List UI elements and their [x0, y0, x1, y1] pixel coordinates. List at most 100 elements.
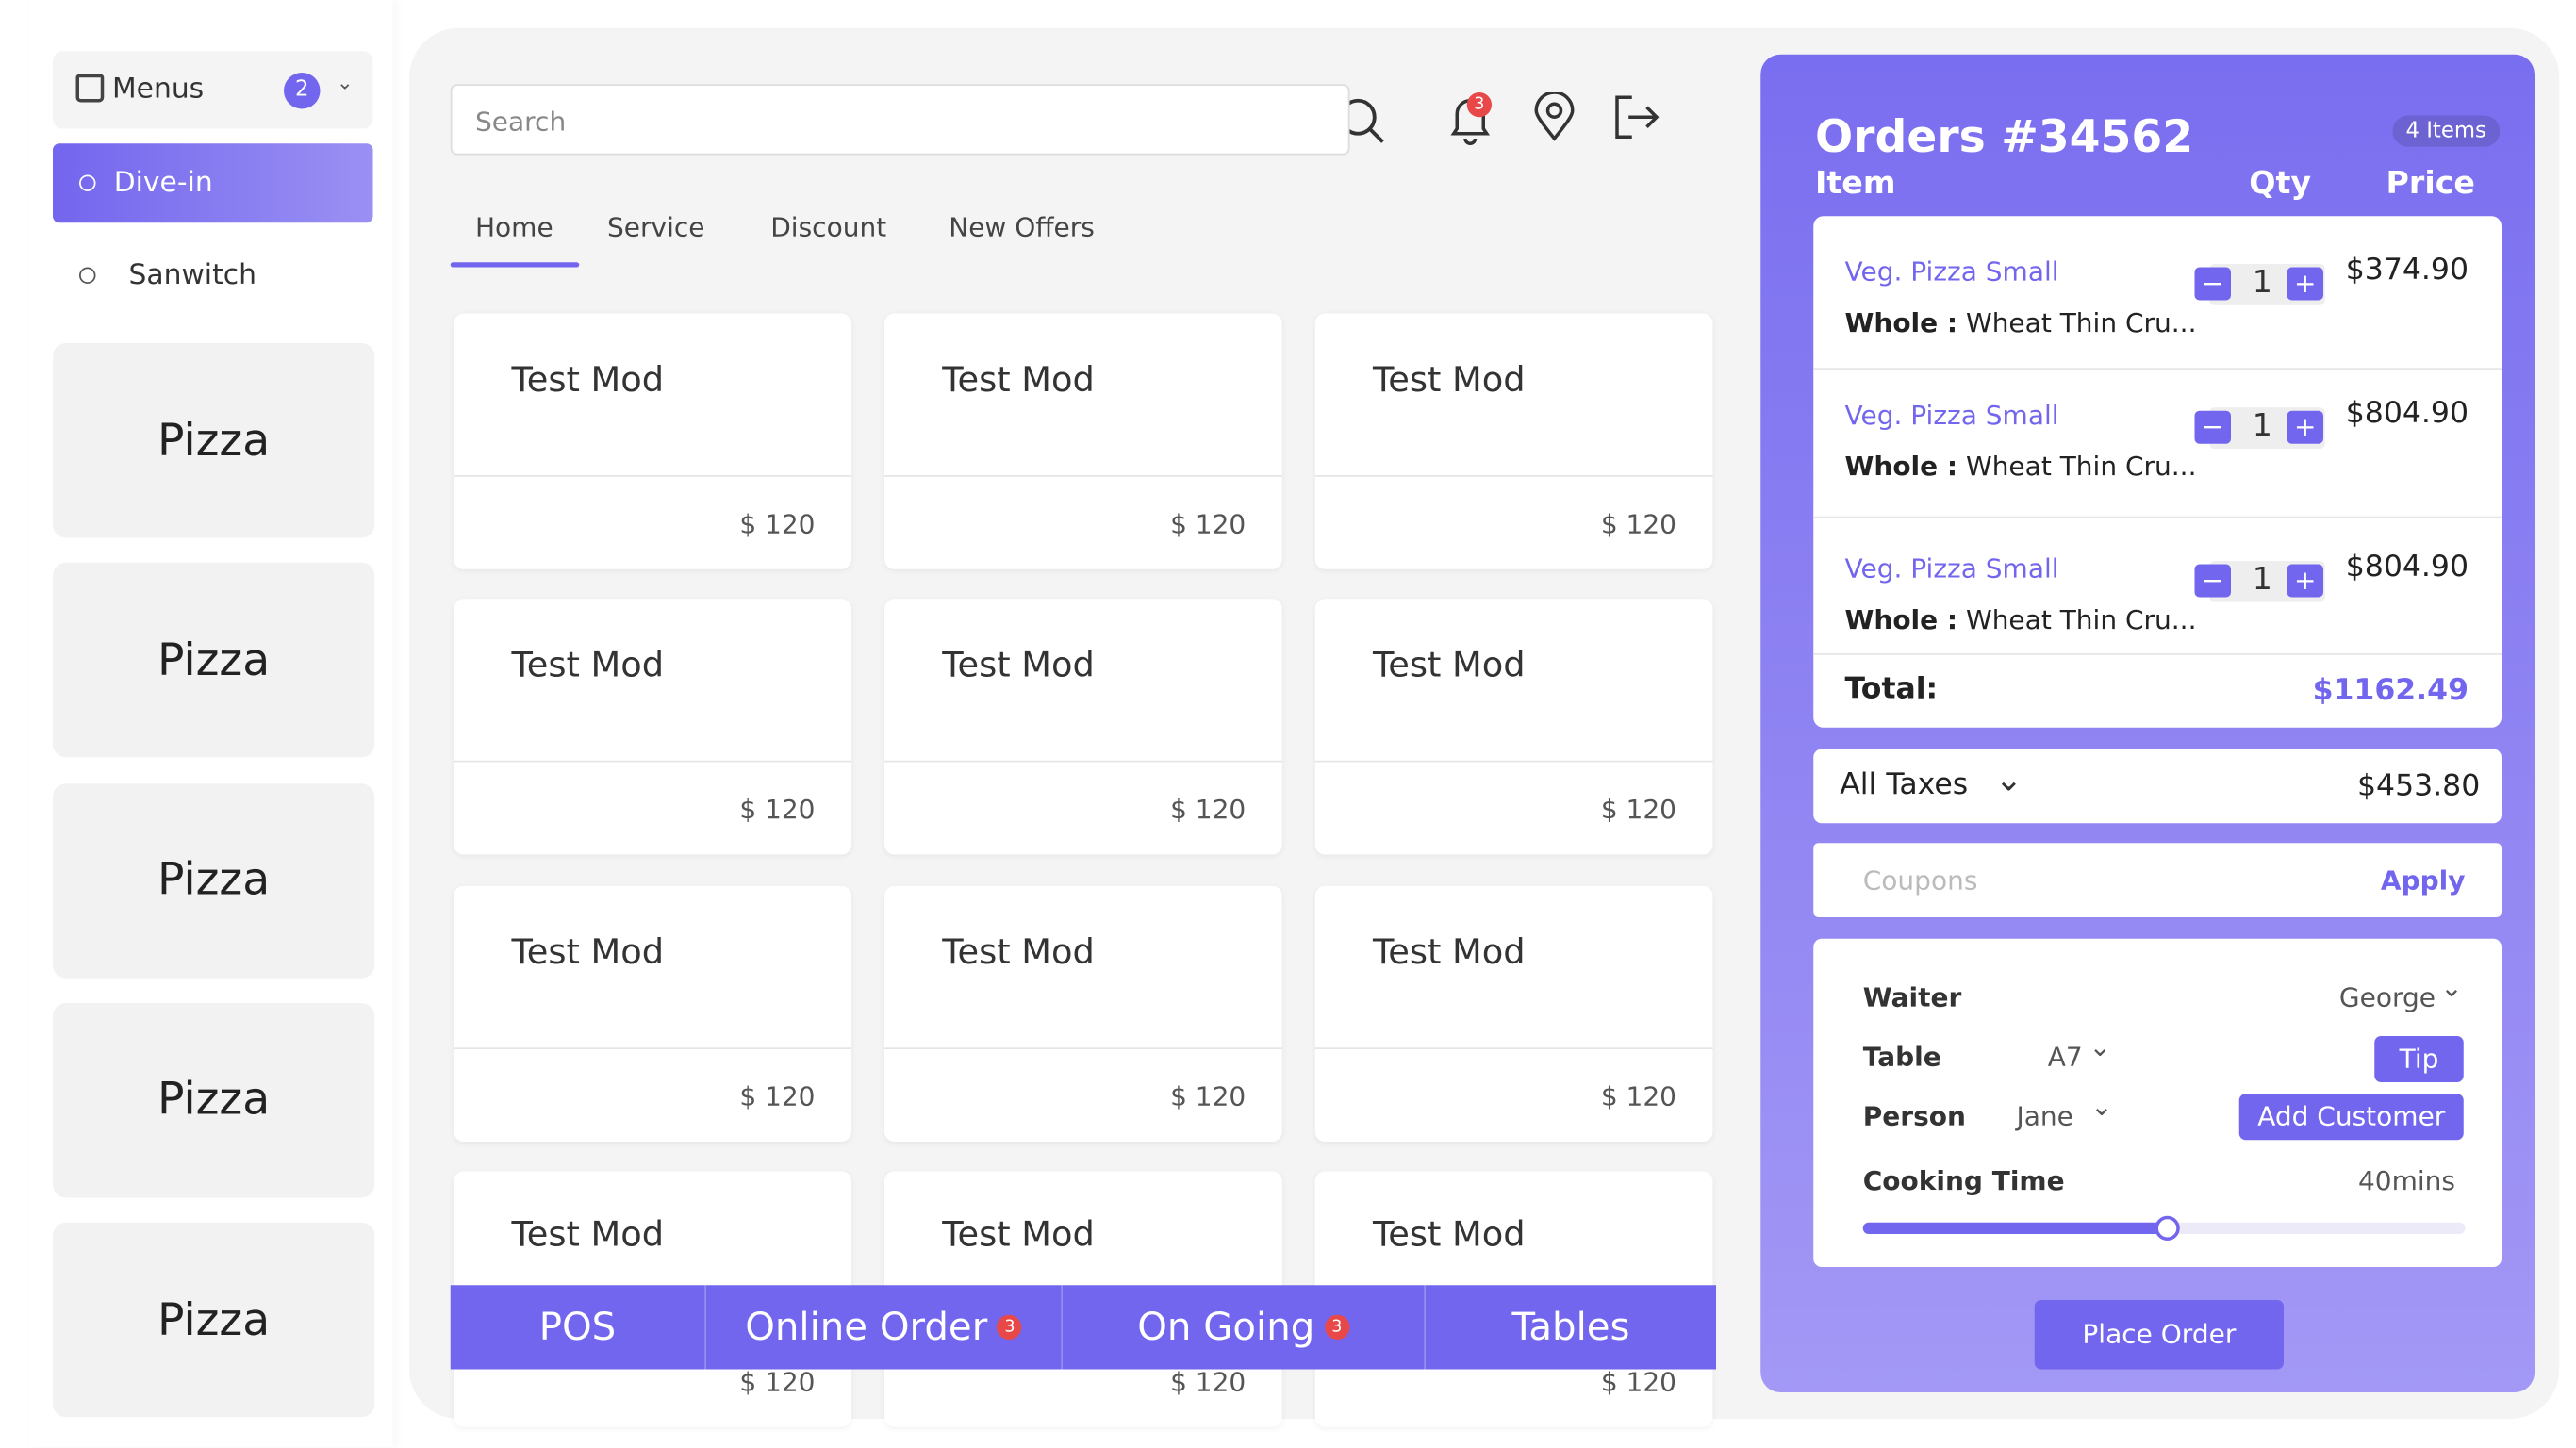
slider-thumb[interactable] [2155, 1215, 2180, 1241]
product-name: Test Mod [942, 359, 1095, 400]
product-price: $ 120 [739, 508, 816, 540]
details-card: Waiter George Table A7 Person Jane ⌄ ⌄ ⌄ Tip Add C… [1813, 938, 2502, 1267]
chevron: ⌄ [337, 71, 354, 94]
item-detail: Whole : Wheat Thin Cru... [1845, 451, 2197, 482]
product-card[interactable]: Test Mod $ 120 [454, 599, 851, 856]
nav-tab[interactable]: On Going 3 [1061, 1285, 1424, 1370]
nav-tab[interactable]: POS [451, 1285, 705, 1369]
product-card[interactable]: Test Mod $ 120 [454, 885, 851, 1142]
item-detail: Whole : Wheat Thin Cru... [1845, 604, 2197, 635]
category-card[interactable]: Pizza [53, 782, 375, 979]
qty-minus[interactable]: − [2194, 267, 2231, 301]
search-box[interactable]: Search [450, 84, 1350, 156]
order-panel: Orders #34562 4 Items Item Qty Price Veg. Piz… [1760, 54, 2535, 1392]
nav-badge: 3 [1324, 1314, 1350, 1340]
menu-item[interactable]: Dive-in [53, 143, 373, 223]
nav-badge: 3 [997, 1314, 1023, 1340]
nav-label: On Going [1137, 1306, 1315, 1349]
product-name: Test Mod [942, 1214, 1095, 1254]
divider [454, 761, 851, 764]
category-card[interactable]: Pizza [53, 563, 375, 758]
product-name: Test Mod [1373, 1214, 1526, 1254]
nav-label: Online Order [745, 1306, 988, 1349]
product-card[interactable]: Test Mod [884, 1171, 1282, 1304]
apply-button[interactable]: Apply [2380, 864, 2466, 897]
tab[interactable]: Home [475, 211, 553, 243]
taxes-box[interactable]: All Taxes ⌄ $453.80 [1813, 749, 2502, 824]
waiter[interactable]: George [2338, 981, 2436, 1013]
product-name: Test Mod [1373, 931, 1526, 972]
tab[interactable]: Service [607, 211, 705, 243]
product-card[interactable]: Test Mod $ 120 [454, 313, 851, 569]
menu-item[interactable]: Sanwitch [53, 236, 373, 315]
item-name[interactable]: Veg. Pizza Small [1844, 255, 2059, 288]
add-customer-button[interactable]: Add Customer [2238, 1094, 2464, 1141]
chevron: ⌄ [2089, 1030, 2111, 1062]
person[interactable]: Jane [2016, 1100, 2073, 1132]
nav-label: POS [538, 1306, 617, 1349]
divider [1314, 1046, 1713, 1049]
chevron: ⌄ [2440, 971, 2463, 1003]
slider-fill [1862, 1222, 2171, 1234]
tip-button[interactable]: Tip [2374, 1036, 2464, 1082]
product-card[interactable]: Test Mod $ 120 [884, 599, 1282, 856]
product-name: Test Mod [511, 359, 665, 400]
detail-text: Wheat Thin Cru... [1957, 450, 2197, 482]
place-order-button[interactable]: Place Order [2034, 1300, 2284, 1370]
qty-plus[interactable]: + [2287, 267, 2323, 301]
item-name[interactable]: Veg. Pizza Small [1844, 399, 2059, 431]
cooking-label: Cooking Time [1862, 1164, 2065, 1196]
waiter-label: Waiter [1862, 981, 1962, 1013]
coupon-placeholder: Coupons [1862, 864, 1978, 897]
detail-text: Wheat Thin Cru... [1957, 306, 2197, 338]
radio [79, 267, 96, 284]
category-label: Pizza [157, 1074, 271, 1127]
product-name: Test Mod [511, 931, 665, 972]
product-card[interactable]: Test Mod $ 120 [884, 313, 1282, 569]
table-label: Table [1862, 1041, 1941, 1073]
product-price: $ 120 [1170, 1079, 1247, 1111]
coupon-box[interactable]: Coupons Apply [1813, 843, 2502, 917]
product-card[interactable]: Test Mod [1314, 1171, 1713, 1304]
menus-badge: 2 [284, 73, 321, 109]
product-price: $ 120 [739, 1079, 816, 1111]
column-header: Price [2386, 165, 2475, 202]
qty-minus[interactable]: − [2194, 564, 2231, 598]
notification-badge: 3 [1466, 92, 1492, 118]
menu-item-label: Dive-in [113, 166, 213, 200]
item-name[interactable]: Veg. Pizza Small [1844, 552, 2059, 584]
nav-tab[interactable]: Tables [1424, 1285, 1716, 1370]
menus-label: Menus [112, 73, 205, 106]
category-card[interactable]: Pizza [53, 343, 375, 538]
divider [884, 475, 1282, 477]
radio [79, 174, 96, 191]
product-card[interactable]: Test Mod $ 120 [1314, 599, 1713, 856]
item-price: $374.90 [2345, 252, 2469, 288]
qty-minus[interactable]: − [2194, 410, 2231, 444]
table[interactable]: A7 [2047, 1041, 2083, 1073]
bottom-nav: POS Online Order 3 On Going 3 Tables [450, 1285, 1716, 1370]
tab[interactable]: Discount [770, 211, 887, 243]
nav-tab[interactable]: Online Order 3 [704, 1285, 1061, 1370]
product-card[interactable]: Test Mod [454, 1171, 851, 1304]
total: $1162.49 [2312, 673, 2469, 708]
tab-underline [450, 262, 580, 268]
category-card[interactable]: Pizza [53, 1223, 375, 1418]
qty-plus[interactable]: + [2287, 410, 2323, 444]
cooking: 40mins [2357, 1164, 2455, 1196]
category-card[interactable]: Pizza [53, 1002, 375, 1198]
product-card[interactable]: Test Mod $ 120 [1314, 313, 1713, 569]
qty: 1 [2252, 407, 2272, 444]
logout-icon[interactable] [1612, 92, 1662, 142]
tab[interactable]: New Offers [949, 211, 1095, 243]
detail-label: Whole : [1844, 603, 1958, 635]
location-icon[interactable] [1531, 92, 1577, 142]
divider [1813, 368, 2502, 370]
qty-plus[interactable]: + [2287, 564, 2323, 598]
product-card[interactable]: Test Mod $ 120 [884, 885, 1282, 1142]
product-card[interactable]: Test Mod $ 120 [1314, 885, 1713, 1142]
search-placeholder: Search [475, 106, 567, 138]
product-name: Test Mod [1373, 645, 1526, 685]
menus-box[interactable]: Menus 2 ⌄ [53, 51, 373, 129]
